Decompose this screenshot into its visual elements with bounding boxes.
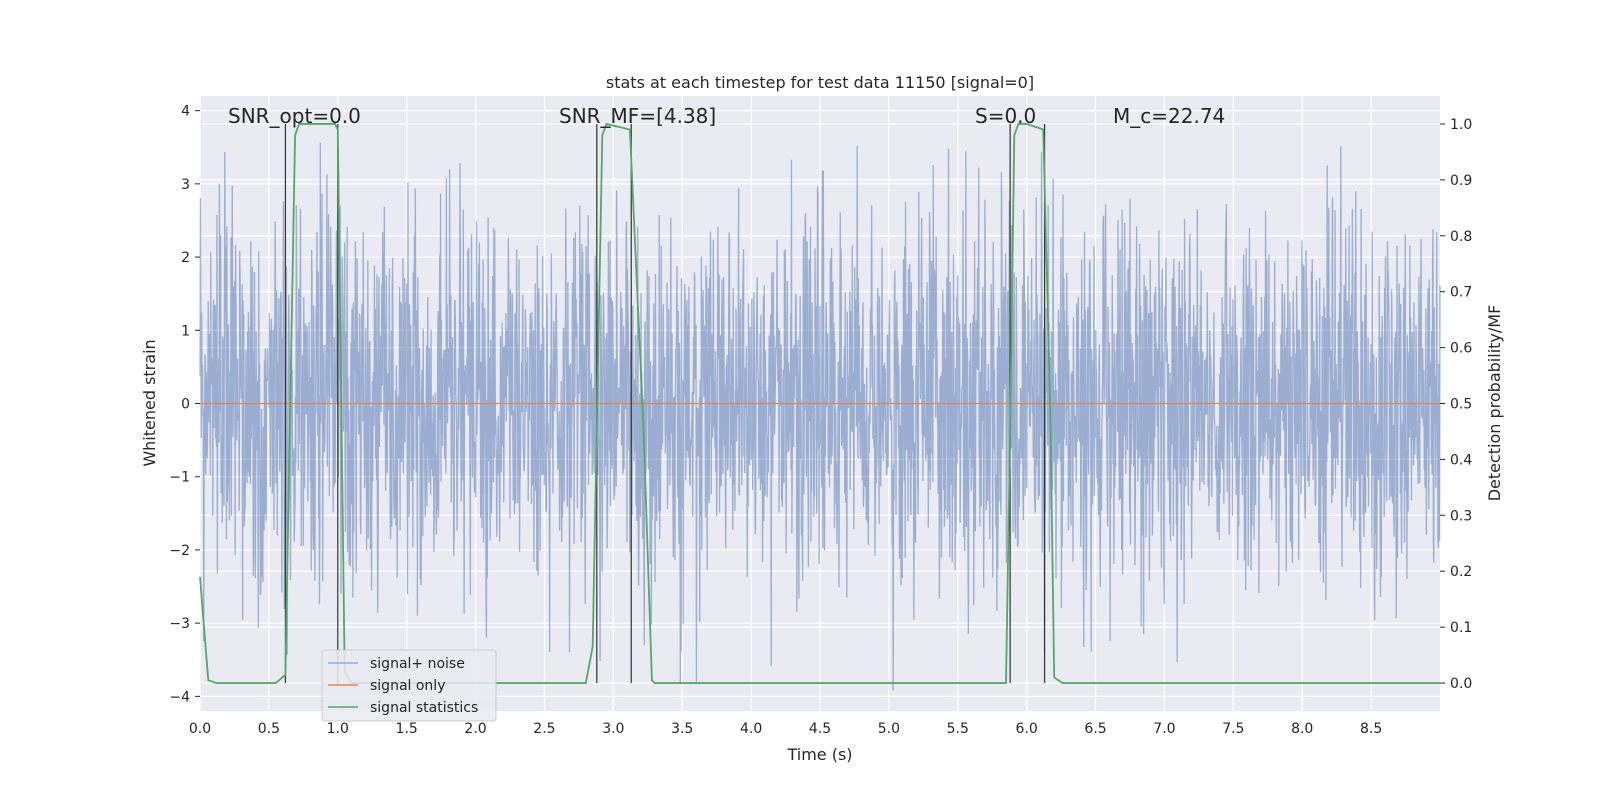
x-tick-label: 8.0: [1291, 721, 1313, 737]
y-tick-label: 3: [181, 177, 190, 193]
y2-tick-label: 0.5: [1450, 397, 1472, 413]
annotation-snr-mf: SNR_MF=[4.38]: [559, 104, 716, 128]
x-tick-label: 1.5: [396, 721, 418, 737]
y-tick-label: −1: [169, 470, 190, 486]
y2-tick-label: 0.7: [1450, 285, 1472, 301]
x-tick-label: 1.0: [327, 721, 349, 737]
y-axis-label: Whitened strain: [140, 339, 159, 466]
y2-tick-label: 0.2: [1450, 564, 1472, 580]
y-tick-label: 0: [181, 397, 190, 413]
y-tick-label: 1: [181, 323, 190, 339]
x-tick-label: 7.0: [1153, 721, 1175, 737]
annotation-mc: M_c=22.74: [1113, 104, 1225, 128]
x-tick-label: 2.0: [464, 721, 486, 737]
y2-axis-label: Detection probability/MF: [1485, 305, 1504, 502]
y-tick-label: 4: [181, 104, 190, 120]
legend-label-signal-noise: signal+ noise: [370, 656, 465, 672]
chart-title: stats at each timestep for test data 111…: [606, 73, 1034, 92]
x-tick-label: 5.0: [878, 721, 900, 737]
legend: signal+ noise signal only signal statist…: [321, 649, 497, 722]
y-tick-label: −3: [169, 616, 190, 632]
annotation-s: S=0.0: [975, 104, 1036, 128]
y-tick-label: 2: [181, 250, 190, 266]
x-tick-label: 0.0: [189, 721, 211, 737]
y2-tick-label: 0.4: [1450, 452, 1472, 468]
x-tick-label: 3.5: [671, 721, 693, 737]
x-tick-label: 6.5: [1084, 721, 1106, 737]
legend-box: [321, 649, 497, 722]
y2-tick-label: 1.0: [1450, 117, 1472, 133]
y2-tick-label: 0.6: [1450, 341, 1472, 357]
signal-statistics-line: [199, 122, 1440, 684]
x-tick-label: 0.5: [258, 721, 280, 737]
annotation-snr-opt: SNR_opt=0.0: [228, 104, 361, 128]
legend-label-signal-only: signal only: [370, 678, 445, 694]
y2-tick-label: 0.9: [1450, 173, 1472, 189]
y-tick-label: −4: [169, 689, 190, 705]
y-tick-label: −2: [169, 543, 190, 559]
ticks: 0.0 0.5 1.0 1.5 2.0 2.5 3.0 3.5 4.0 4.5 5.0 5.5 6.0 6…: [169, 104, 1472, 737]
series-signal-statistics: [199, 122, 1440, 684]
legend-label-signal-statistics: signal statistics: [370, 700, 478, 716]
signal-noise-line: [199, 142, 1441, 691]
x-tick-label: 3.0: [602, 721, 624, 737]
y2-tick-label: 0.0: [1450, 676, 1472, 692]
x-tick-label: 5.5: [947, 721, 969, 737]
x-tick-label: 6.0: [1016, 721, 1038, 737]
x-tick-label: 7.5: [1222, 721, 1244, 737]
x-tick-label: 4.0: [740, 721, 762, 737]
x-axis-label: Time (s): [786, 745, 852, 764]
x-tick-label: 8.5: [1360, 721, 1382, 737]
x-tick-label: 4.5: [809, 721, 831, 737]
y2-tick-label: 0.8: [1450, 229, 1472, 245]
x-tick-label: 2.5: [533, 721, 555, 737]
y2-tick-label: 0.3: [1450, 508, 1472, 524]
series-signal-noise: [199, 142, 1441, 691]
y2-tick-label: 0.1: [1450, 620, 1472, 636]
